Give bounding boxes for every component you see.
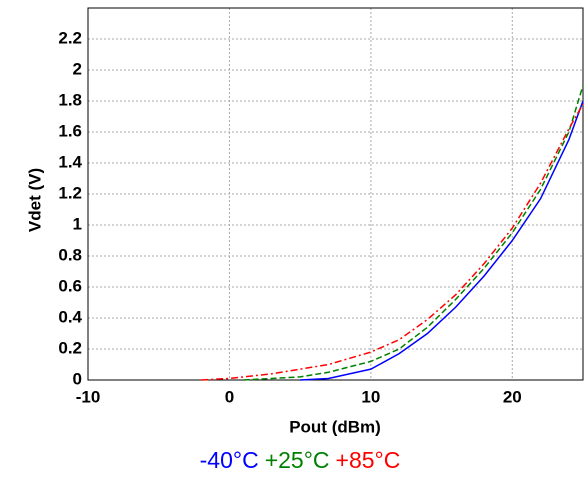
y-tick-label: 0.8	[58, 245, 82, 264]
y-axis-label: Vdet (V)	[25, 168, 44, 232]
x-tick-label: 0	[225, 387, 234, 406]
x-tick-label: -10	[76, 387, 101, 406]
x-tick-label: 20	[503, 387, 522, 406]
y-tick-label: 0.2	[58, 338, 82, 357]
y-tick-label: 1.8	[58, 90, 82, 109]
legend: -40°C +25°C +85°C	[200, 447, 401, 473]
series-line	[300, 100, 584, 381]
legend-entry: +25°C	[265, 447, 330, 473]
y-tick-label: 0.4	[58, 307, 82, 326]
y-tick-label: 1.2	[58, 183, 82, 202]
series-line	[201, 103, 584, 381]
y-tick-label: 0	[73, 369, 82, 388]
legend-entry: -40°C	[200, 447, 259, 473]
y-tick-label: 2.2	[58, 28, 82, 47]
y-tick-label: 1.4	[58, 152, 82, 171]
y-tick-label: 1.6	[58, 121, 82, 140]
plot-frame	[87, 7, 584, 381]
x-tick-label: 10	[361, 387, 380, 406]
y-tick-label: 0.6	[58, 276, 82, 295]
y-tick-label: 2	[73, 59, 82, 78]
series-line	[243, 85, 584, 381]
x-axis-label: Pout (dBm)	[289, 417, 381, 436]
legend-entry: +85°C	[336, 447, 401, 473]
y-tick-label: 1	[73, 214, 82, 233]
